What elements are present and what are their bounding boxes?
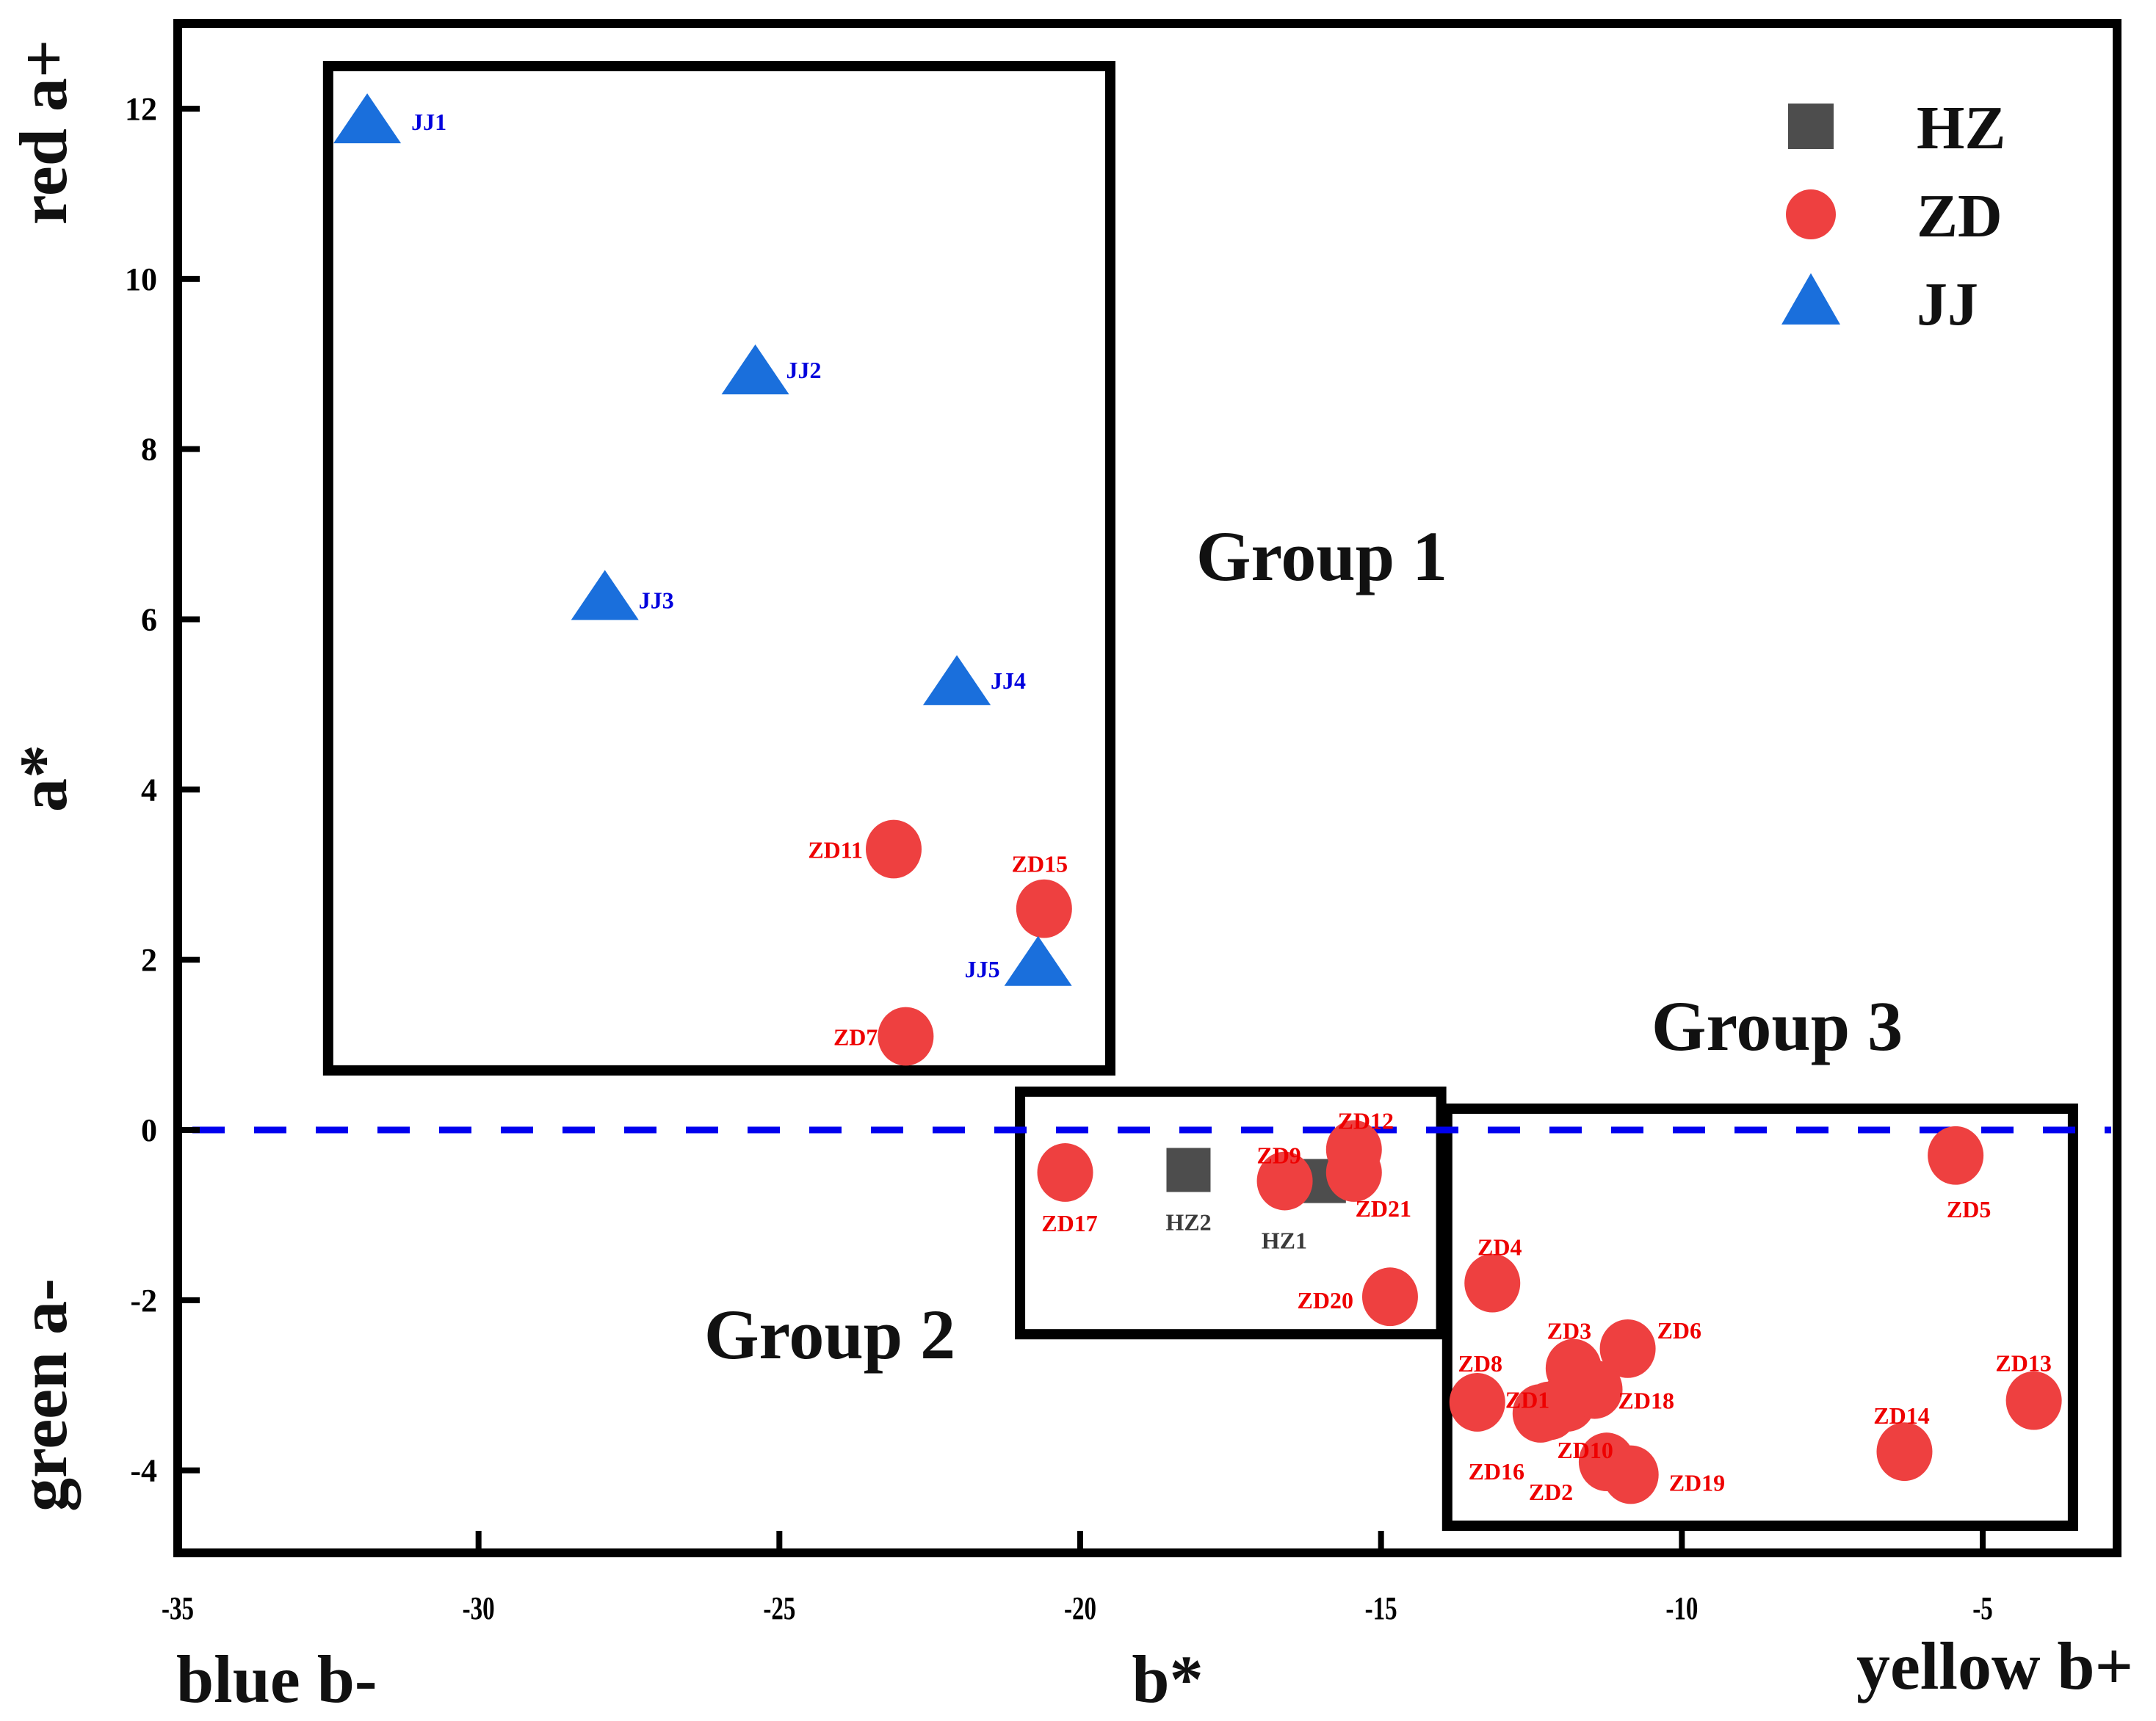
- point-label-zd13: ZD13: [1995, 1350, 2051, 1377]
- zd-marker-zd13: [2005, 1371, 2062, 1430]
- point-label-zd16: ZD16: [1469, 1458, 1524, 1485]
- x-axis-label-right: yellow b+: [1856, 1628, 2133, 1703]
- x-tick-label: -20: [1064, 1591, 1096, 1627]
- point-label-zd8: ZD8: [1458, 1350, 1502, 1377]
- zd-marker-zd7: [878, 1007, 934, 1066]
- x-tick-label: -5: [1972, 1591, 1992, 1627]
- point-label-zd7: ZD7: [833, 1023, 878, 1050]
- y-tick-label: 6: [141, 602, 157, 638]
- point-label-jj2: JJ2: [786, 357, 822, 383]
- point-label-zd17: ZD17: [1041, 1210, 1097, 1236]
- point-label-zd12: ZD12: [1338, 1108, 1394, 1134]
- point-label-zd4: ZD4: [1477, 1234, 1522, 1261]
- y-axis-label: a*: [6, 744, 81, 812]
- group-box-3: [1441, 1104, 2078, 1532]
- point-label-zd3: ZD3: [1547, 1318, 1591, 1344]
- group-box-1: [322, 61, 1115, 1076]
- legend-circle-icon: [1786, 189, 1836, 239]
- x-axis-label-left: blue b-: [176, 1642, 377, 1717]
- point-label-hz2: HZ2: [1165, 1209, 1211, 1235]
- point-label-zd9: ZD9: [1256, 1142, 1301, 1169]
- group-label-2: Group 2: [704, 1295, 955, 1374]
- x-tick-label: -15: [1365, 1591, 1397, 1627]
- x-tick-label: -30: [463, 1591, 495, 1627]
- legend-triangle-icon: [1781, 273, 1840, 325]
- zd-marker-zd18: [1566, 1360, 1623, 1419]
- jj-marker-jj5: [1004, 935, 1072, 986]
- point-label-zd14: ZD14: [1873, 1402, 1929, 1429]
- y-axis-label-top: red a+: [6, 40, 81, 225]
- data-points: [333, 93, 2062, 1504]
- y-tick-label: 8: [141, 432, 157, 468]
- zd-marker-zd14: [1876, 1422, 1933, 1482]
- y-tick-label: 2: [141, 942, 157, 978]
- jj-marker-jj1: [333, 93, 402, 144]
- point-label-jj5: JJ5: [965, 956, 1000, 982]
- jj-marker-jj3: [571, 570, 639, 620]
- group-boxes: [322, 61, 2078, 1532]
- point-label-zd11: ZD11: [808, 836, 863, 863]
- y-axis-label-bottom: green a-: [6, 1278, 81, 1512]
- plot-frame: [173, 19, 2121, 1557]
- zd-marker-zd6: [1599, 1319, 1656, 1378]
- zd-marker-zd8: [1449, 1373, 1505, 1432]
- point-label-jj3: JJ3: [639, 587, 674, 613]
- legend-label-hz: HZ: [1917, 94, 2005, 162]
- legend-label-zd: ZD: [1917, 182, 2003, 250]
- point-label-zd19: ZD19: [1669, 1469, 1725, 1496]
- y-tick-label: 4: [141, 772, 157, 808]
- zd-marker-zd16: [1512, 1384, 1569, 1443]
- x-axis-label: b*: [1132, 1642, 1203, 1717]
- legend-label-jj: JJ: [1917, 270, 1978, 338]
- point-label-hz1: HZ1: [1262, 1228, 1307, 1254]
- y-tick-label: -4: [130, 1453, 157, 1489]
- y-tick-label: 10: [125, 261, 157, 297]
- point-labels: HZ1HZ2ZD1ZD2ZD3ZD4ZD5ZD6ZD7ZD8ZD9ZD10ZD1…: [411, 109, 2052, 1505]
- point-label-zd5: ZD5: [1947, 1196, 1991, 1222]
- legend: HZ ZD JJ: [1781, 94, 2005, 338]
- point-label-jj1: JJ1: [411, 109, 446, 135]
- point-label-zd6: ZD6: [1657, 1317, 1701, 1344]
- x-tick-label: -35: [162, 1591, 194, 1627]
- jj-marker-jj4: [923, 655, 991, 706]
- point-label-zd15: ZD15: [1012, 851, 1068, 877]
- y-tick-label: 0: [141, 1112, 157, 1148]
- y-tick-label: 12: [125, 91, 157, 127]
- y-tick-label: -2: [130, 1283, 157, 1319]
- jj-marker-jj2: [721, 344, 789, 395]
- group-labels: Group 1 Group 2 Group 3: [704, 517, 1903, 1374]
- zd-marker-zd19: [1602, 1445, 1659, 1504]
- zd-marker-zd4: [1464, 1253, 1521, 1313]
- zd-marker-zd9: [1256, 1151, 1313, 1211]
- point-label-zd20: ZD20: [1298, 1287, 1353, 1314]
- zd-marker-zd21: [1325, 1143, 1382, 1202]
- point-label-zd10: ZD10: [1557, 1437, 1613, 1463]
- point-label-jj4: JJ4: [991, 667, 1026, 694]
- group-box-2: [1015, 1086, 1447, 1340]
- point-label-zd2: ZD2: [1529, 1479, 1573, 1505]
- zd-marker-zd5: [1928, 1126, 1984, 1185]
- hz-marker-hz2: [1166, 1148, 1211, 1192]
- legend-square-icon: [1788, 104, 1834, 149]
- point-label-zd18: ZD18: [1618, 1388, 1674, 1414]
- zd-marker-zd15: [1016, 879, 1072, 938]
- group-label-1: Group 1: [1196, 517, 1447, 595]
- zd-marker-zd17: [1037, 1143, 1093, 1202]
- x-tick-label: -25: [763, 1591, 795, 1627]
- point-label-zd21: ZD21: [1356, 1195, 1411, 1222]
- x-tick-label: -10: [1665, 1591, 1698, 1627]
- zd-marker-zd11: [866, 819, 922, 879]
- zd-marker-zd20: [1361, 1267, 1418, 1327]
- point-label-zd1: ZD1: [1505, 1387, 1549, 1413]
- group-label-3: Group 3: [1652, 987, 1903, 1065]
